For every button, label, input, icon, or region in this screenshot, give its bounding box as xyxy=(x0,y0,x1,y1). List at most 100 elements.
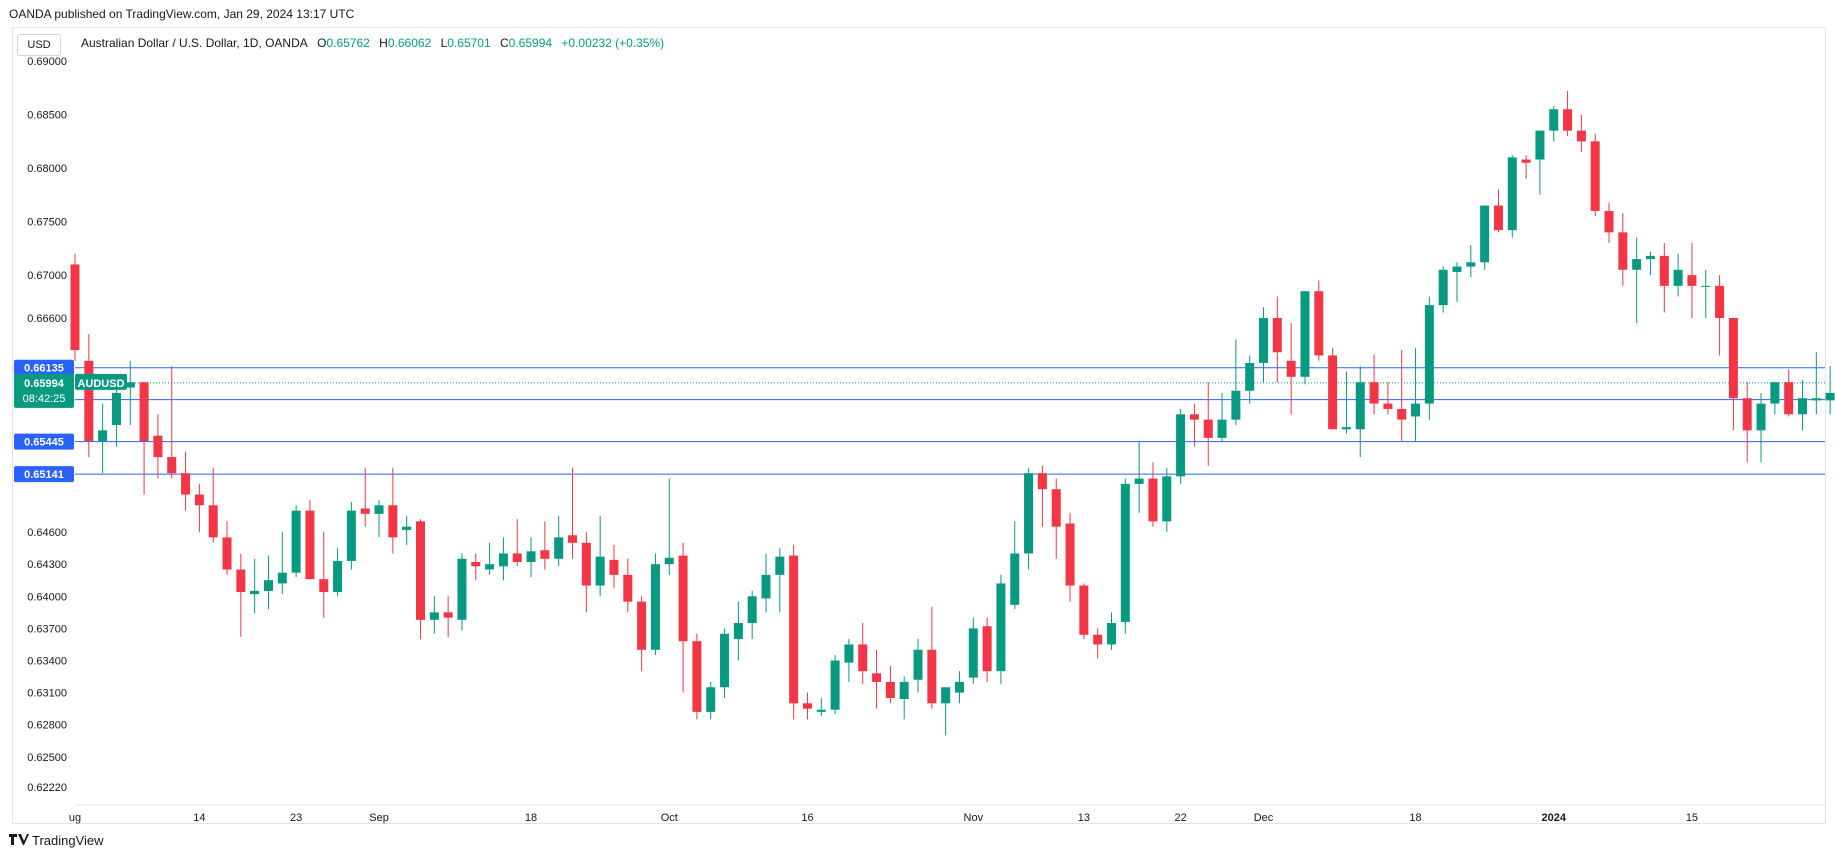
candle-body xyxy=(1272,317,1282,353)
current-price-text: 0.65994 xyxy=(24,378,65,390)
price-label: 0.65445 xyxy=(14,433,74,450)
candle-body xyxy=(1659,255,1669,286)
candle-body xyxy=(1383,403,1393,409)
low-value: 0.65701 xyxy=(447,36,491,50)
candle-body xyxy=(1245,362,1255,391)
candle-body xyxy=(954,681,964,693)
candle-body xyxy=(1742,398,1752,431)
candle-body xyxy=(1521,159,1531,163)
high-value: 0.66062 xyxy=(387,36,432,50)
price-label: 0.66135 xyxy=(14,359,74,376)
candle-body xyxy=(443,612,453,618)
candle xyxy=(388,467,398,554)
candle-body xyxy=(1328,355,1338,430)
candle xyxy=(1659,243,1669,313)
candle-body xyxy=(1452,266,1462,272)
time-tick-label: 22 xyxy=(1174,812,1186,824)
price-tick-label: 0.62800 xyxy=(27,720,67,732)
candle xyxy=(1452,262,1462,302)
candle-body xyxy=(1079,585,1089,635)
candle xyxy=(927,606,937,709)
candle xyxy=(277,532,287,595)
price-labels: 0.661350.658370.654450.651410.6599408:42… xyxy=(14,359,127,483)
candle-body xyxy=(1466,262,1476,267)
change-value: +0.00232 (+0.35%) xyxy=(561,36,665,50)
candle-body xyxy=(1687,275,1697,286)
candle xyxy=(1480,205,1490,270)
candle xyxy=(1134,441,1144,513)
time-tick-label: 14 xyxy=(193,812,205,824)
candle-body xyxy=(1120,483,1130,622)
candlestick-series xyxy=(70,91,1835,736)
symbol-tag-text: AUDUSD xyxy=(77,378,124,390)
candle-body xyxy=(706,687,716,712)
candle-body xyxy=(125,382,135,388)
candle-body xyxy=(429,612,439,620)
candle-body xyxy=(153,435,163,458)
candle-body xyxy=(1024,473,1034,554)
candle-body xyxy=(263,580,273,591)
candle-body xyxy=(982,626,992,672)
footer-brand-label: TradingView xyxy=(32,833,104,848)
candle xyxy=(250,558,260,614)
candle-body xyxy=(581,542,591,586)
candle xyxy=(319,532,329,618)
footer-brand: TradingView xyxy=(9,833,104,848)
candle-body xyxy=(1051,489,1061,527)
price-tick-label: 0.69000 xyxy=(27,56,67,68)
candle xyxy=(720,628,730,698)
candle xyxy=(1259,307,1269,383)
price-tick-label: 0.64600 xyxy=(27,527,67,539)
candle xyxy=(222,521,232,575)
candle xyxy=(1811,352,1821,415)
candle-body xyxy=(623,574,633,602)
price-tick-label: 0.68000 xyxy=(27,163,67,175)
time-tick-label: 2024 xyxy=(1541,812,1566,824)
candle-body xyxy=(1507,157,1517,231)
candle-body xyxy=(540,550,550,559)
candle-body xyxy=(1065,523,1075,586)
candle-body xyxy=(139,382,149,442)
candle xyxy=(1176,408,1186,484)
chart-frame xyxy=(12,27,1826,824)
candle xyxy=(374,499,384,538)
candle-body xyxy=(1162,476,1172,522)
candle xyxy=(581,532,591,613)
price-tick-label: 0.62220 xyxy=(27,782,67,794)
candle-body xyxy=(291,510,301,573)
candle xyxy=(706,681,716,720)
candle xyxy=(844,639,854,682)
candle-body xyxy=(333,560,343,592)
candle xyxy=(816,697,826,717)
candle-body xyxy=(250,590,260,595)
candle xyxy=(954,671,964,704)
candle xyxy=(941,687,951,736)
currency-button[interactable]: USD xyxy=(17,34,61,56)
candle-body xyxy=(194,494,204,506)
candle-body xyxy=(388,505,398,538)
candle-body xyxy=(360,508,370,514)
candle xyxy=(1687,243,1697,318)
candle-body xyxy=(1715,285,1725,318)
candle xyxy=(872,649,882,709)
candle xyxy=(443,596,453,637)
candle xyxy=(637,596,647,672)
candle xyxy=(429,596,439,634)
candle xyxy=(1037,465,1047,527)
candle xyxy=(802,692,812,720)
price-label-text: 0.65445 xyxy=(24,437,64,449)
candle xyxy=(1466,245,1476,278)
candle-body xyxy=(913,649,923,680)
candle xyxy=(485,542,495,575)
candle xyxy=(609,544,619,588)
candle-body xyxy=(1438,269,1448,306)
candle xyxy=(1521,155,1531,179)
price-tick-label: 0.63400 xyxy=(27,655,67,667)
candle xyxy=(1535,130,1545,195)
price-axis: 0.69000 0.68500 0.68000 0.67500 0.67000 0.666… xyxy=(27,56,67,794)
candle-body xyxy=(1203,419,1213,438)
candle xyxy=(1424,296,1434,420)
candle-body xyxy=(1314,291,1324,356)
candle xyxy=(554,515,564,567)
